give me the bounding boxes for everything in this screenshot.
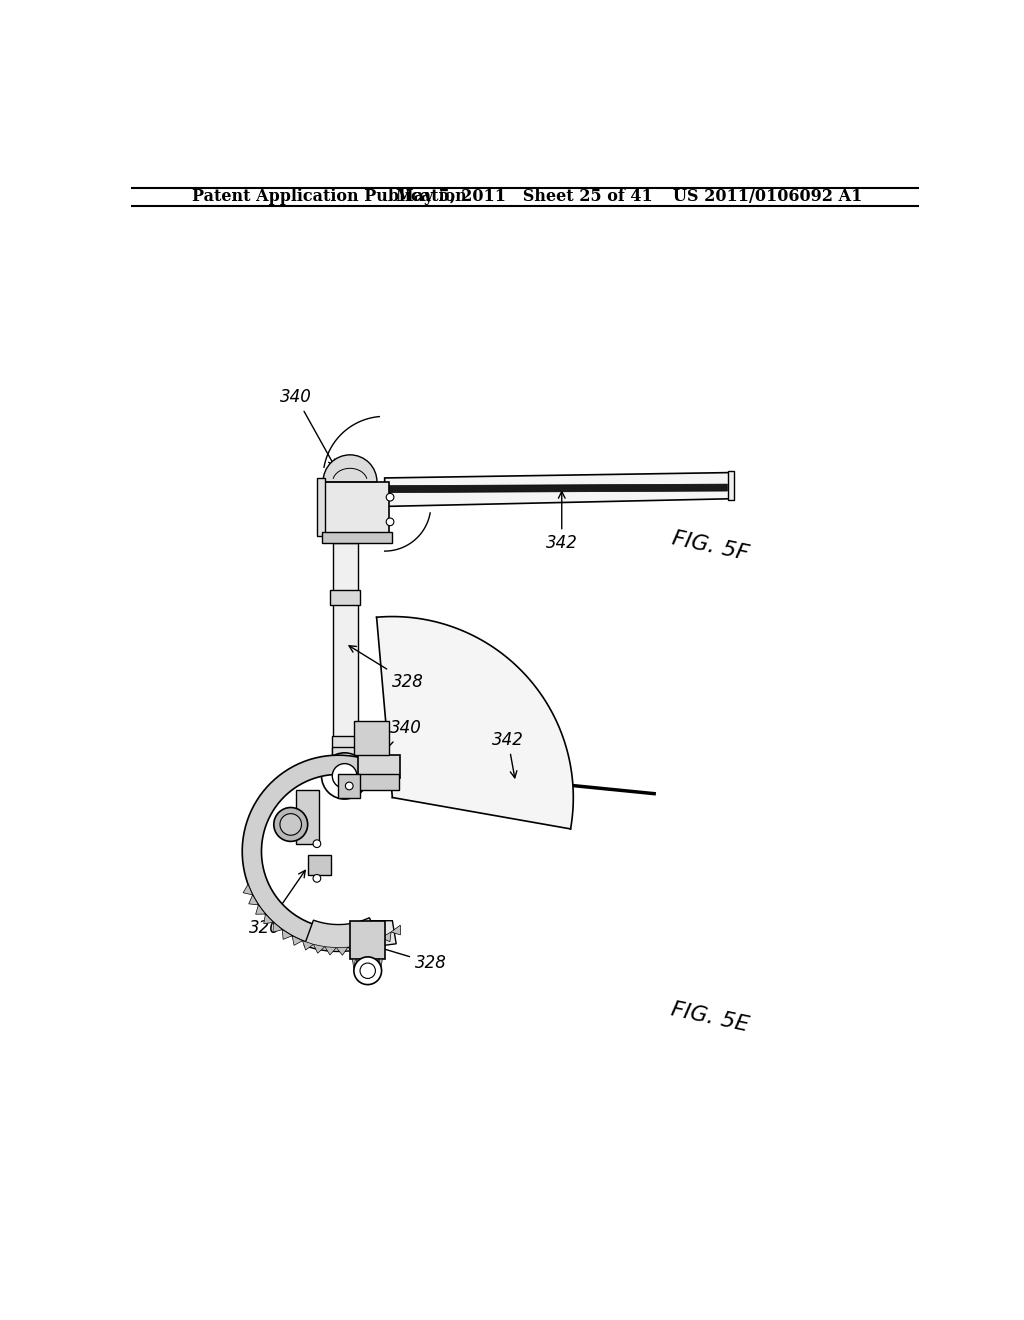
Polygon shape [386, 484, 727, 492]
Circle shape [360, 964, 376, 978]
Polygon shape [371, 937, 381, 948]
Text: 342: 342 [546, 491, 578, 552]
Polygon shape [381, 932, 391, 941]
Text: 328: 328 [371, 944, 446, 972]
Circle shape [345, 781, 353, 789]
Polygon shape [325, 946, 336, 954]
Polygon shape [316, 478, 325, 536]
Circle shape [386, 517, 394, 525]
Circle shape [386, 494, 394, 502]
Polygon shape [368, 960, 371, 969]
Polygon shape [356, 960, 359, 969]
Text: 340: 340 [281, 388, 335, 466]
Polygon shape [273, 923, 283, 932]
Polygon shape [357, 775, 398, 789]
Text: Patent Application Publication: Patent Application Publication [193, 189, 467, 206]
Polygon shape [283, 929, 292, 940]
Text: May 5, 2011   Sheet 25 of 41: May 5, 2011 Sheet 25 of 41 [396, 189, 653, 206]
Polygon shape [364, 960, 367, 969]
Circle shape [273, 808, 307, 841]
Polygon shape [359, 942, 371, 952]
Polygon shape [243, 884, 253, 895]
Text: FIG. 5E: FIG. 5E [670, 999, 751, 1035]
Wedge shape [323, 455, 377, 482]
Polygon shape [354, 721, 388, 755]
Polygon shape [357, 755, 400, 779]
Polygon shape [264, 913, 273, 924]
Polygon shape [307, 855, 331, 875]
Text: 340: 340 [376, 719, 422, 760]
Text: 328: 328 [349, 645, 424, 690]
Polygon shape [391, 925, 400, 935]
Polygon shape [256, 906, 265, 915]
Polygon shape [385, 473, 731, 507]
Polygon shape [313, 944, 325, 953]
Polygon shape [366, 921, 396, 948]
Circle shape [322, 752, 368, 799]
Polygon shape [372, 960, 375, 969]
Polygon shape [296, 789, 319, 843]
Text: 320: 320 [250, 870, 305, 937]
Polygon shape [376, 960, 379, 969]
Circle shape [313, 840, 321, 847]
Text: 342: 342 [492, 731, 524, 777]
Polygon shape [243, 755, 387, 946]
Text: US 2011/0106092 A1: US 2011/0106092 A1 [673, 189, 862, 206]
Polygon shape [352, 960, 355, 969]
Polygon shape [322, 532, 392, 544]
Circle shape [333, 763, 357, 788]
Polygon shape [292, 936, 303, 945]
Polygon shape [330, 590, 360, 605]
Text: FIG. 5F: FIG. 5F [670, 529, 751, 565]
Polygon shape [322, 482, 388, 536]
Polygon shape [377, 616, 573, 829]
Polygon shape [333, 544, 357, 744]
Polygon shape [350, 921, 385, 960]
Polygon shape [339, 775, 360, 797]
Polygon shape [348, 945, 359, 954]
Polygon shape [303, 941, 313, 950]
Polygon shape [379, 960, 382, 969]
Polygon shape [332, 747, 358, 760]
Polygon shape [332, 737, 358, 759]
Polygon shape [304, 917, 381, 952]
Polygon shape [249, 895, 258, 906]
Polygon shape [360, 960, 364, 969]
Circle shape [280, 813, 301, 836]
Polygon shape [728, 471, 734, 500]
Circle shape [313, 874, 321, 882]
Circle shape [354, 957, 382, 985]
Polygon shape [336, 948, 348, 956]
